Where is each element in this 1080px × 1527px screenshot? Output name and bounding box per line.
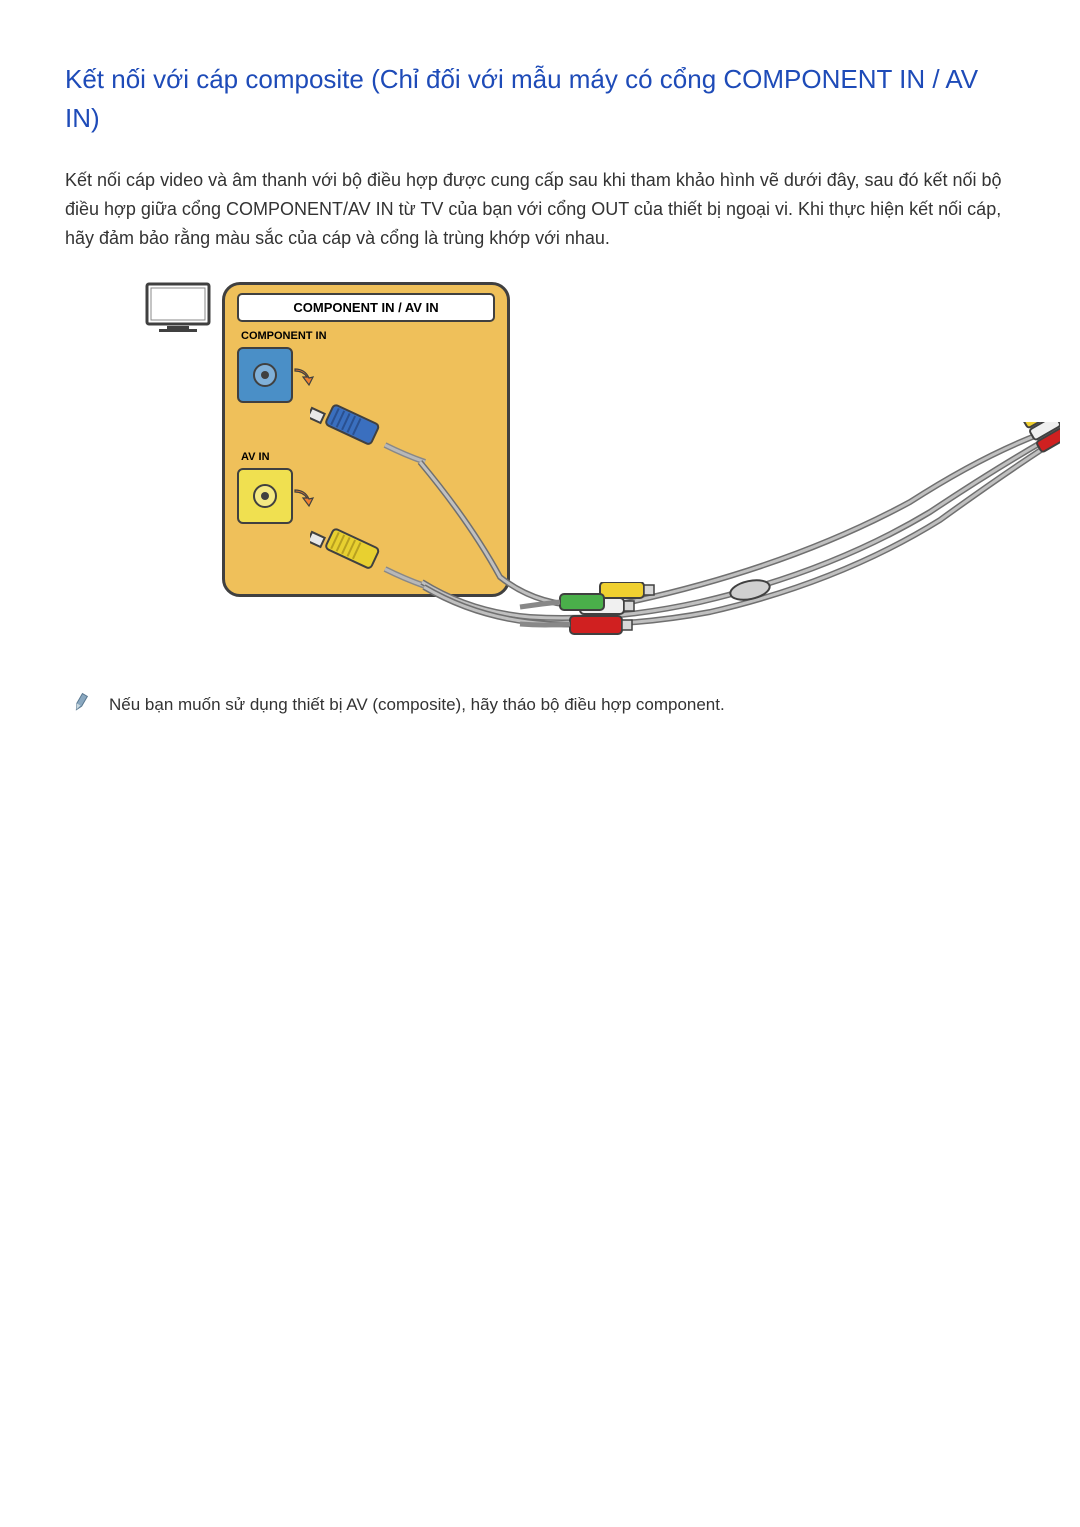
note-text: Nếu bạn muốn sử dụng thiết bị AV (compos… [109, 692, 725, 718]
tv-monitor-icon [145, 282, 211, 334]
cable-harness-icon [410, 422, 1060, 652]
arrow-icon [293, 367, 315, 389]
component-label: COMPONENT IN [241, 330, 495, 342]
rca-cluster-icon [510, 582, 710, 652]
body-paragraph: Kết nối cáp video và âm thanh với bộ điề… [65, 166, 1015, 252]
connection-diagram: COMPONENT IN / AV IN COMPONENT IN AV IN [140, 282, 1060, 652]
panel-heading: COMPONENT IN / AV IN [237, 293, 495, 322]
note-row: Nếu bạn muốn sử dụng thiết bị AV (compos… [73, 692, 1015, 718]
component-port [237, 347, 293, 403]
page-heading: Kết nối với cáp composite (Chỉ đối với m… [65, 60, 1015, 138]
pencil-icon [70, 690, 93, 717]
avin-port [237, 468, 293, 524]
arrow-icon [293, 488, 315, 510]
